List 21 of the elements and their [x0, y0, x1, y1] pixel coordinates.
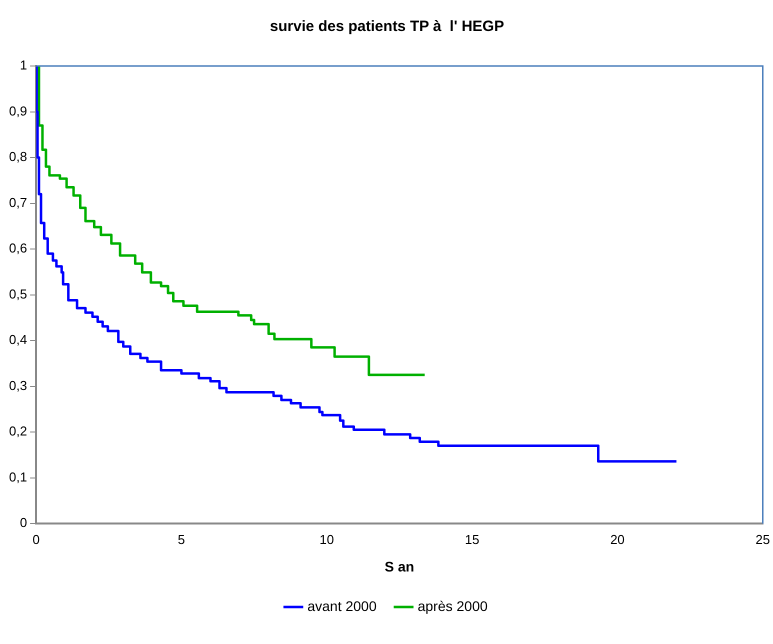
y-tick-label: 0,1 [8, 469, 28, 484]
x-tick-label: 0 [32, 532, 40, 547]
x-tick-label: 5 [178, 532, 186, 547]
y-tick-label: 0,4 [8, 332, 28, 348]
y-tick-label: 0,5 [8, 286, 28, 302]
y-tick-label: 0,8 [8, 149, 28, 164]
y-tick-label: 1 [20, 58, 28, 73]
legend-label: avant 2000 [307, 598, 377, 614]
x-tick-label: 10 [320, 532, 334, 547]
legend-label: après 2000 [418, 598, 488, 614]
y-tick-label: 0,7 [8, 194, 28, 210]
x-tick-label: 20 [610, 532, 625, 547]
y-tick-label: 0,6 [8, 240, 28, 256]
x-axis-title: S an [384, 558, 414, 574]
x-tick-label: 15 [464, 532, 480, 547]
chart-title: survie des patients TP à l' HEGP [270, 18, 504, 36]
x-tick-label: 25 [756, 532, 770, 547]
y-tick-label: 0,3 [8, 378, 28, 393]
y-tick-label: 0 [20, 515, 28, 530]
y-tick-label: 0,2 [8, 424, 28, 439]
y-tick-label: 0,9 [8, 103, 28, 118]
